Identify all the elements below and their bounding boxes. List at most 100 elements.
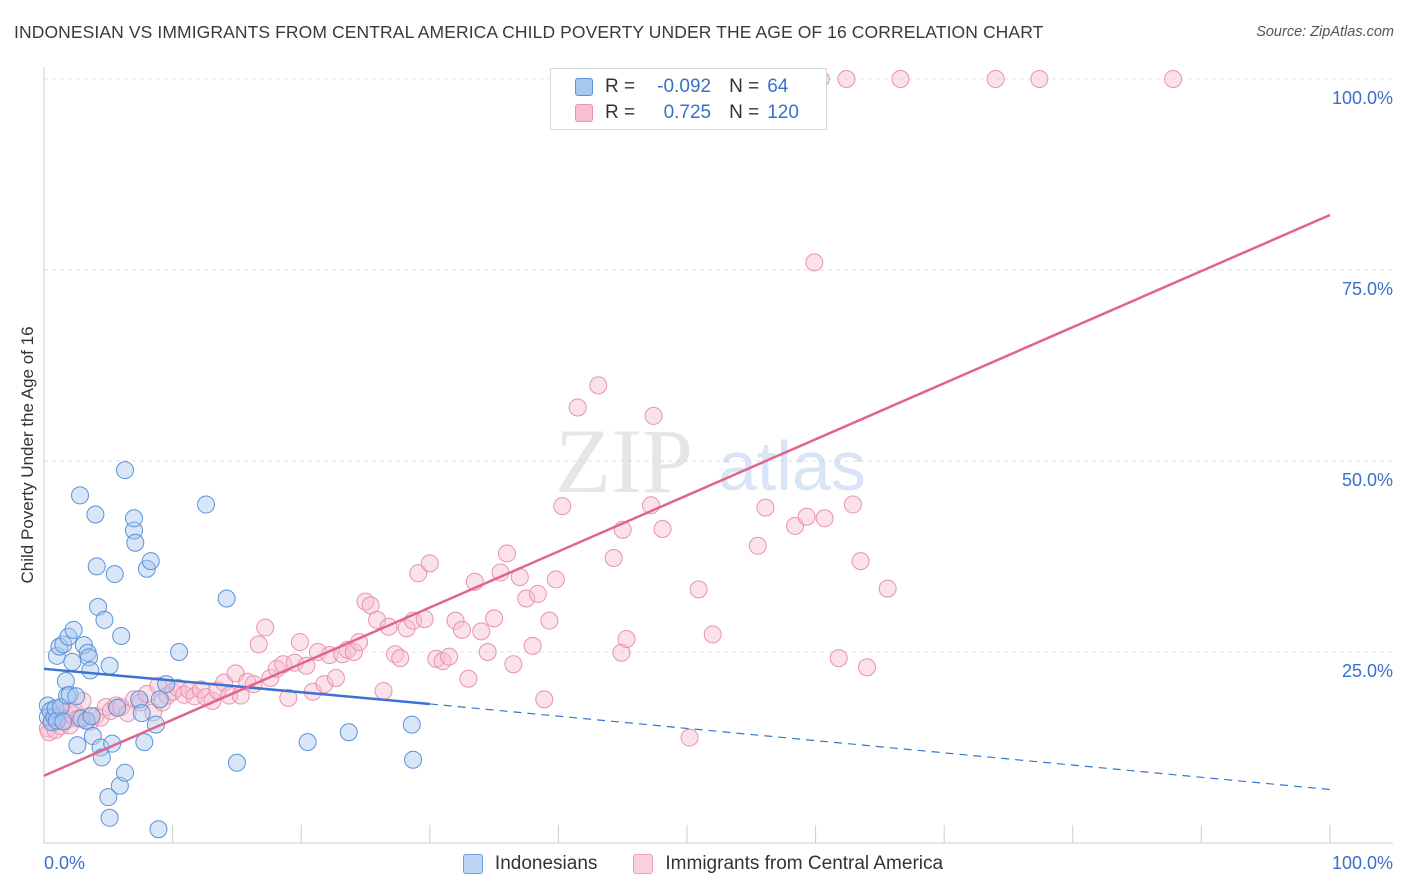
legend-r-value: 0.725 (663, 102, 712, 123)
data-point (612, 643, 631, 662)
data-point (149, 820, 168, 839)
data-point (105, 565, 124, 584)
y-axis-label: Child Poverty Under the Age of 16 (18, 326, 37, 583)
tick-labels: 25.0% 50.0% 75.0% 100.0% (1332, 88, 1393, 681)
trend-lines (43, 213, 1331, 791)
data-point (504, 655, 523, 674)
data-point (47, 711, 66, 730)
data-point (523, 636, 542, 655)
legend-n-label: N = (729, 102, 760, 123)
data-point (433, 652, 452, 671)
blue-series-points (38, 461, 423, 839)
data-point (344, 643, 363, 661)
data-point (568, 398, 587, 417)
legend-swatch-pink (575, 104, 593, 122)
legend-r-label: R = (605, 76, 636, 97)
data-point (279, 688, 298, 707)
data-point (420, 554, 439, 573)
data-point (116, 461, 135, 480)
data-point (95, 610, 114, 629)
watermark-zip: ZIP (555, 410, 693, 512)
data-point (374, 681, 393, 700)
data-point (604, 549, 623, 568)
y-tick-label: 50.0% (1342, 470, 1393, 490)
data-point (617, 630, 636, 649)
legend-n-value: 64 (767, 76, 789, 97)
data-point (326, 668, 345, 687)
data-point (891, 70, 910, 88)
data-point (54, 712, 73, 731)
data-point (68, 736, 87, 755)
data-point (517, 589, 536, 608)
data-point (197, 495, 216, 514)
data-point (132, 704, 151, 723)
legend-r-label: R = (605, 102, 636, 123)
data-point (553, 497, 572, 516)
watermark-atlas: atlas (718, 427, 866, 505)
data-point (135, 733, 154, 752)
data-point (703, 625, 722, 644)
data-point (290, 633, 309, 652)
legend-r-value: -0.092 (657, 76, 712, 97)
data-point (82, 707, 101, 726)
x-axis-min-label: 0.0% (44, 853, 85, 873)
watermark: ZIP atlas (555, 410, 866, 512)
data-point (60, 685, 79, 704)
data-point (100, 808, 119, 827)
data-point (986, 70, 1005, 88)
data-point (485, 609, 504, 628)
data-point (805, 253, 824, 272)
data-point (540, 611, 559, 630)
data-point (858, 658, 877, 677)
legend-n-label: N = (729, 76, 760, 97)
x-axis-max-label: 100.0% (1332, 853, 1393, 873)
axes (43, 67, 1393, 844)
data-point (64, 620, 83, 639)
data-point (756, 498, 775, 517)
grid-lines (44, 78, 1393, 653)
data-point (878, 579, 897, 598)
data-point (459, 669, 478, 688)
data-point (546, 570, 565, 589)
legend-item-indonesians[interactable]: Indonesians (462, 853, 597, 875)
data-point (157, 675, 176, 694)
data-point (689, 580, 708, 599)
legend-row-central-america: R = 0.725 N = 120 (575, 100, 799, 126)
data-point (256, 618, 275, 637)
data-point (100, 656, 119, 675)
legend-label-central-america: Immigrants from Central America (665, 853, 944, 874)
pink-series-points (38, 70, 1183, 747)
legend-row-indonesians: R = -0.092 N = 64 (575, 74, 788, 100)
data-point (112, 626, 131, 645)
data-point (644, 406, 663, 425)
data-point (91, 708, 110, 727)
data-point (843, 495, 862, 514)
source-label: Source: ZipAtlas.com (1256, 24, 1394, 40)
y-tick-label: 100.0% (1332, 88, 1393, 108)
data-point (472, 622, 491, 641)
data-point (440, 647, 459, 666)
trend-line-indonesians (43, 667, 430, 706)
data-point (217, 589, 236, 608)
data-point (81, 661, 100, 680)
legend-item-central-america[interactable]: Immigrants from Central America (633, 853, 943, 875)
chart-title: INDONESIAN VS IMMIGRANTS FROM CENTRAL AM… (14, 22, 1044, 42)
data-point (56, 672, 75, 691)
data-point (851, 552, 870, 571)
data-point (63, 652, 82, 671)
data-point (126, 533, 145, 552)
data-point (51, 698, 70, 717)
data-point (168, 678, 187, 697)
data-point (89, 597, 108, 616)
correlation-legend: R = -0.092 N = 64 R = 0.725 N = 120 (550, 68, 827, 130)
data-point (87, 557, 106, 576)
data-point (397, 619, 416, 638)
data-point (409, 564, 428, 583)
data-point (797, 507, 816, 526)
data-point (829, 649, 848, 668)
data-point (125, 509, 144, 528)
data-point (402, 715, 421, 734)
series-legend: Indonesians Immigrants from Central Amer… (0, 851, 1406, 877)
data-point (298, 733, 317, 752)
trend-line-central-america (43, 213, 1331, 777)
